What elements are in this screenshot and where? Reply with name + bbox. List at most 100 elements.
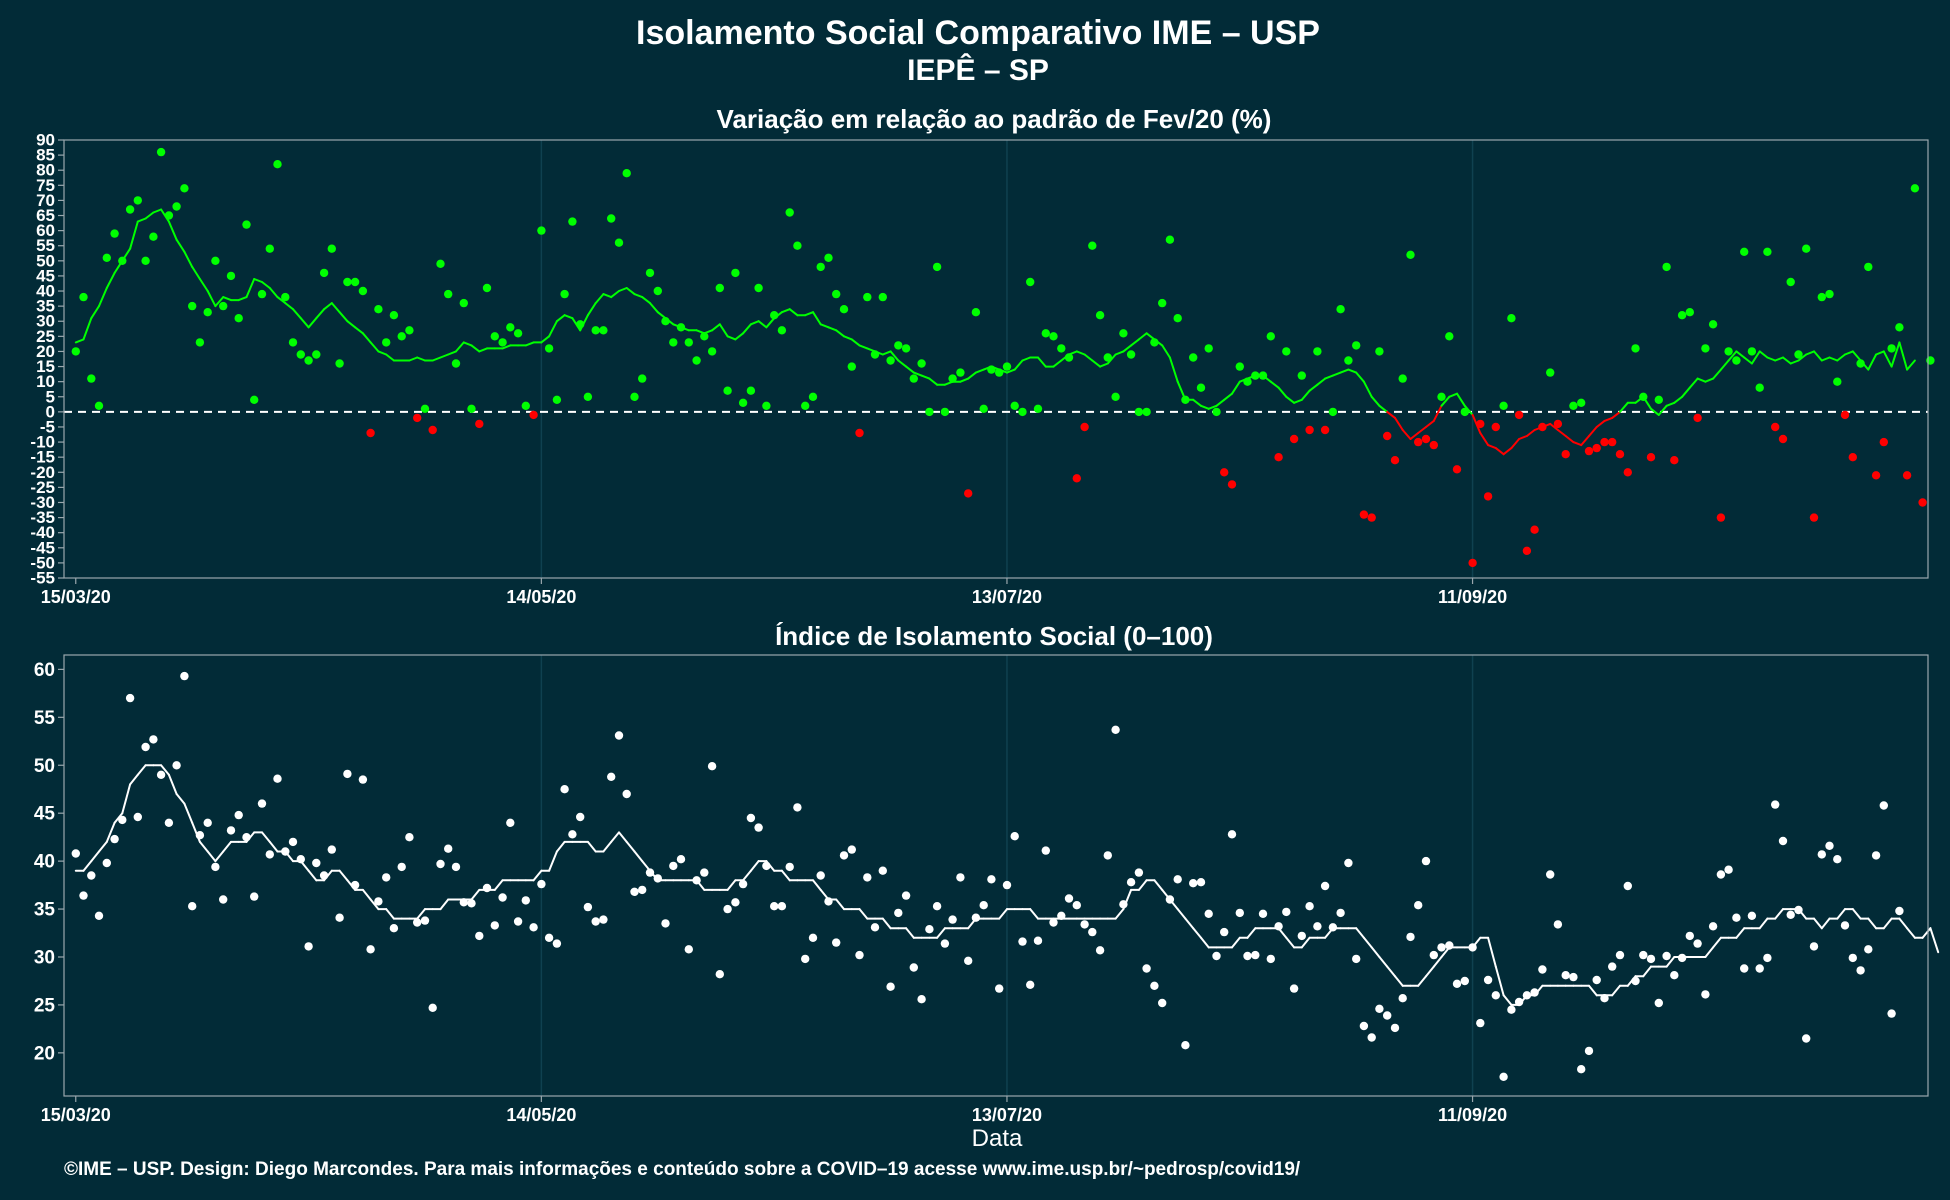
daily-point [723,904,732,914]
daily-point [1235,362,1245,371]
daily-point [397,332,406,341]
daily-point [195,338,205,347]
daily-point [591,917,600,926]
daily-point [925,925,934,934]
y-tick-label: -5 [40,417,55,436]
daily-point [591,326,600,335]
moving-average-segment [1766,356,1777,362]
moving-average-segment [1820,356,1831,362]
moving-average-segment [649,869,659,882]
daily-point [1126,878,1136,887]
moving-average-segment [1502,994,1513,1006]
daily-point [1848,953,1858,963]
daily-point [405,833,414,842]
daily-point [1282,907,1291,917]
daily-point [413,413,422,423]
daily-point [1840,410,1850,420]
daily-point [661,919,670,928]
moving-average-segment [1192,398,1202,407]
moving-average-segment [1432,404,1443,422]
daily-point [257,289,267,299]
moving-average-segment [1789,359,1800,365]
daily-point [607,772,616,781]
daily-point [172,202,181,211]
moving-average-segment [726,879,737,891]
daily-point [793,241,802,250]
moving-average-segment [610,831,620,843]
moving-average-segment [253,278,263,283]
y-tick-label: 25 [36,327,55,346]
daily-point [925,407,934,417]
moving-average-segment [1479,432,1490,447]
moving-average-segment [222,296,232,302]
moving-average-segment [1394,975,1404,987]
daily-point [475,931,484,941]
isolation-index-chart-title: Índice de Isolamento Social (0–100) [775,621,1213,651]
daily-point [110,229,119,238]
daily-point [932,262,942,272]
moving-average-segment [1782,356,1792,365]
moving-average-segment [1758,350,1769,359]
daily-point [560,289,569,299]
daily-point [1390,1023,1400,1033]
daily-point [203,308,212,317]
moving-average-segment [1440,946,1451,958]
moving-average-segment [749,320,760,326]
daily-point [506,818,515,827]
daily-point [1802,244,1811,253]
daily-point [1476,1018,1485,1028]
moving-average-segment [1774,908,1784,920]
daily-point [801,954,810,964]
daily-point [327,244,336,253]
daily-point [288,338,298,347]
y-tick-label: 60 [34,660,55,681]
moving-average-segment [323,869,333,882]
moving-average-segment [1867,353,1878,371]
moving-average-segment [1308,383,1319,392]
moving-average-segment [1262,374,1272,383]
moving-average-segment [1836,908,1846,920]
daily-point [1297,931,1307,941]
moving-average-segment [936,927,946,939]
daily-point [622,169,631,178]
daily-point [265,850,274,859]
daily-point [1895,906,1904,916]
moving-average-segment [1859,359,1870,371]
daily-point [1507,314,1516,323]
daily-point [1724,347,1733,356]
daily-point [1026,980,1035,989]
daily-point [552,395,562,404]
moving-average-segment [98,287,108,308]
moving-average-segment [1626,975,1637,987]
variation-chart-frame [63,139,1929,579]
moving-average-segment [1712,936,1722,949]
daily-point [366,428,375,438]
daily-point [1817,850,1827,859]
moving-average-segment [1572,441,1583,447]
moving-average-segment [1029,908,1039,920]
daily-point [102,253,112,262]
moving-average-segment [1898,341,1909,371]
daily-point [1297,371,1307,380]
moving-average-segment [1013,359,1024,371]
moving-average-segment [1409,432,1420,440]
moving-average-segment [1386,965,1396,978]
daily-point [1716,870,1726,879]
y-tick-label: -25 [30,478,55,497]
daily-point [731,898,740,907]
moving-average-segment [1331,371,1342,377]
moving-average-segment [214,850,225,863]
daily-point [180,184,189,193]
daily-point [1693,939,1702,948]
daily-point [1452,979,1462,988]
daily-point [1685,308,1695,317]
moving-average-segment [1417,426,1427,434]
daily-point [389,311,399,320]
daily-point [1158,298,1167,308]
moving-average-segment [90,850,100,863]
daily-point [1414,901,1423,910]
moving-average-segment [1688,377,1699,389]
daily-point [1910,184,1920,193]
daily-point [917,359,926,368]
daily-point [490,332,499,341]
